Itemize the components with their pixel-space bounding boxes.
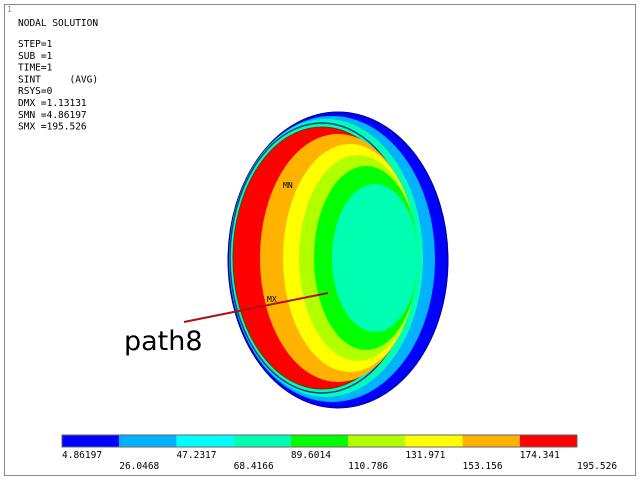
path-line: [183, 292, 329, 323]
header-title: NODAL SOLUTION: [18, 18, 98, 29]
header-line: SINT (AVG): [18, 74, 98, 85]
legend-band: [176, 435, 234, 447]
header-line: SUB =1: [18, 51, 53, 62]
header-line: STEP=1: [18, 39, 53, 50]
contour-plot: [227, 111, 449, 409]
contour-band: [332, 184, 418, 332]
legend-label: 195.526: [577, 461, 617, 472]
frame: [4, 4, 636, 476]
legend-label: 68.4166: [234, 461, 274, 472]
legend-label: 47.2317: [176, 450, 216, 461]
header-line: TIME=1: [18, 63, 53, 74]
legend-band: [62, 435, 120, 447]
legend-band: [119, 435, 177, 447]
path-label: path8: [124, 326, 203, 357]
legend-label: 4.86197: [62, 450, 102, 461]
legend-label: 174.341: [520, 450, 560, 461]
header-line: DMX =1.13131: [18, 98, 87, 109]
max-marker: MX: [267, 295, 277, 304]
legend-label: 110.786: [348, 461, 388, 472]
min-marker: MN: [283, 181, 293, 190]
legend-band: [233, 435, 291, 447]
legend-band: [462, 435, 520, 447]
legend-band: [405, 435, 463, 447]
header-line: SMX =195.526: [18, 122, 87, 133]
legend-label: 131.971: [405, 450, 445, 461]
header-line: RSYS=0: [18, 86, 53, 97]
legend-label: 89.6014: [291, 450, 331, 461]
legend-label: 153.156: [463, 461, 503, 472]
legend-band: [290, 435, 349, 447]
legend-border: [61, 434, 578, 448]
header-line: SMN =4.86197: [18, 110, 87, 121]
legend-band: [519, 435, 577, 447]
corner-label: 1: [7, 5, 12, 14]
legend-label: 26.0468: [119, 461, 159, 472]
legend-band: [348, 435, 406, 447]
